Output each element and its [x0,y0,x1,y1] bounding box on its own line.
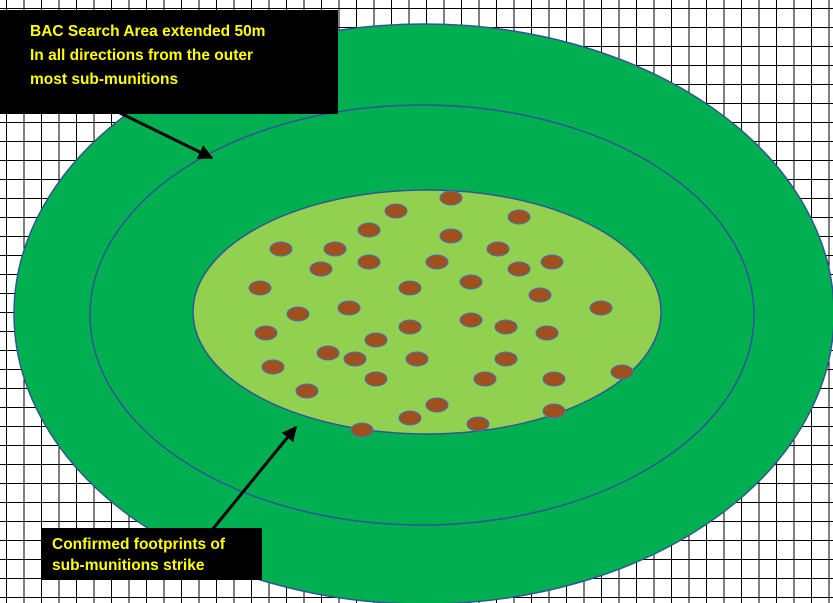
sub-munition-marker [343,351,367,367]
sub-munition-marker [439,228,463,244]
search-area-callout-line-1: BAC Search Area extended 50m [30,23,266,40]
sub-munition-marker [466,416,490,432]
sub-munition-marker [542,371,566,387]
sub-munition-marker [357,254,381,270]
sub-munition-marker [405,351,429,367]
sub-munition-marker [535,325,559,341]
sub-munition-marker [486,241,510,257]
sub-munition-marker [398,410,422,426]
sub-munition-marker [610,364,634,380]
footprint-callout-line-1: Confirmed footprints of [52,536,226,553]
sub-munition-marker [425,397,449,413]
sub-munition-marker [507,209,531,225]
sub-munition-marker [540,254,564,270]
footprint-arrow [210,425,298,531]
search-area-arrow [117,110,214,160]
sub-munition-marker [507,261,531,277]
sub-munition-marker [589,300,613,316]
confirmed-footprint-zone [192,189,662,435]
sub-munition-marker [398,280,422,296]
sub-munition-marker [309,261,333,277]
sub-munition-marker [337,300,361,316]
sub-munition-marker [473,371,497,387]
footprint-callout: Confirmed footprints of sub-munitions st… [42,528,262,580]
search-area-callout-line-2: In all directions from the outer [30,47,254,64]
sub-munition-marker [459,312,483,328]
sub-munition-marker [364,371,388,387]
sub-munition-marker [528,287,552,303]
sub-munition-marker [494,351,518,367]
sub-munition-marker [323,241,347,257]
sub-munition-marker [248,280,272,296]
sub-munition-marker [357,222,381,238]
sub-munition-marker [350,422,374,438]
sub-munition-markers [248,190,634,438]
sub-munition-marker [286,306,310,322]
sub-munition-marker [425,254,449,270]
sub-munition-marker [316,345,340,361]
search-area-callout: BAC Search Area extended 50m In all dire… [0,10,338,114]
footprint-callout-line-2: sub-munitions strike [52,557,205,574]
sub-munition-marker [261,359,285,375]
sub-munition-marker [254,325,278,341]
search-area-callout-line-3: most sub-munitions [30,71,179,88]
sub-munition-marker [459,274,483,290]
sub-munition-marker [494,319,518,335]
sub-munition-marker [295,383,319,399]
sub-munition-marker [439,190,463,206]
sub-munition-marker [269,241,293,257]
sub-munition-marker [398,319,422,335]
sub-munition-marker [364,332,388,348]
sub-munition-marker [542,403,566,419]
bac-search-area-boundary [89,104,755,526]
sub-munition-marker [384,203,408,219]
